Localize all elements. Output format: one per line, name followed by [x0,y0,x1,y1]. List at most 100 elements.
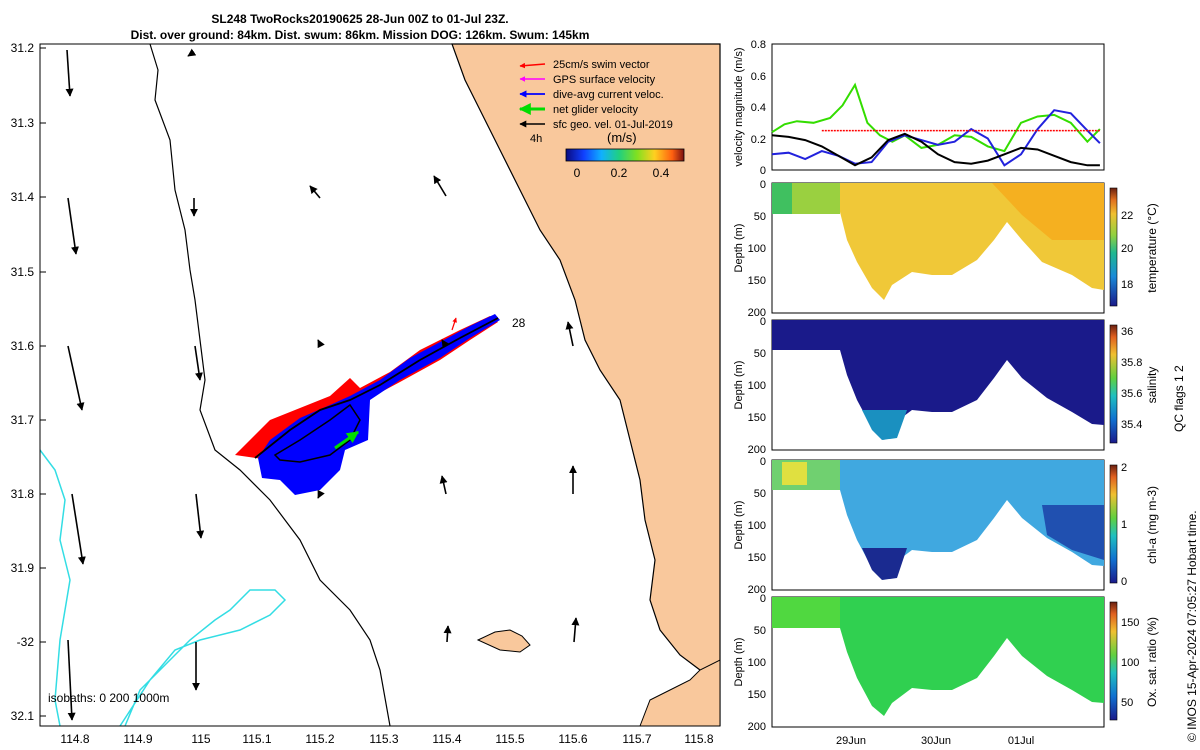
lat-tick: 31.4 [11,190,35,204]
oxygen-label: Ox. sat. ratio (%) [1145,617,1159,707]
depth-tick: 0 [760,593,766,605]
island [476,629,531,653]
chla-panel: Depth (m) 0 50 100 150 200 0 1 2 chl-a (… [733,456,1159,596]
lat-tick: 31.5 [11,265,35,279]
geo-velocity-arrows [65,48,580,721]
depth-tick: 100 [748,380,766,392]
depth-tick: 200 [748,584,766,596]
lat-tick: 31.7 [11,413,35,427]
temp-cbar-tick: 20 [1121,243,1133,255]
temp-cbar-tick: 18 [1121,279,1133,291]
temperature-panel: Depth (m) 0 50 100 150 200 18 20 22 temp… [733,179,1159,319]
glider-track [254,317,499,459]
vel-ytick: 0.2 [751,134,766,146]
oxygen-panel: Depth (m) 0 50 100 150 200 29Jun 30Jun 0… [733,593,1159,747]
sal-cbar-tick: 36 [1121,326,1133,338]
figure-subtitle: Dist. over ground: 84km. Dist. swum: 86k… [130,28,590,42]
depth-tick: 0 [760,179,766,191]
depth-tick: 100 [748,657,766,669]
speed-cbar-tick: 0.4 [653,166,670,180]
depth-tick: 50 [754,211,766,223]
depth-tick: 100 [748,520,766,532]
salinity-label: salinity [1145,367,1159,404]
legend-current: dive-avg current veloc. [553,89,664,101]
vel-series-2 [771,132,1100,167]
time-tick: 30Jun [921,735,951,747]
isobath-label: isobaths: 0 200 1000m [48,691,169,705]
lon-tick: 114.8 [60,732,89,746]
map-legend: 25cm/s swim vector GPS surface velocity … [518,59,673,145]
colorbar-unit: (m/s) [607,130,637,145]
depth-tick: 100 [748,243,766,255]
track-map: 31.2 31.3 31.4 31.5 31.6 31.7 31.8 31.9 … [11,41,721,746]
lon-tick: 115.8 [684,732,713,746]
legend-geo: sfc geo. vel. 01-Jul-2019 [553,119,673,131]
isobath-200 [149,43,391,727]
depth-label: Depth (m) [733,638,745,687]
velocity-panel: 0 0.2 0.4 0.6 0.8 velocity magnitude (m/… [733,39,1105,177]
chla-colorbar [1109,464,1118,584]
time-tick: 01Jul [1008,735,1034,747]
lat-tick: 31.8 [11,487,35,501]
depth-label: Depth (m) [733,361,745,410]
salinity-colorbar [1109,324,1118,444]
depth-label: Depth (m) [733,501,745,550]
depth-tick: 0 [760,456,766,468]
vel-series-1 [771,109,1101,167]
ox-cbar-tick: 50 [1121,697,1133,709]
lat-tick: 31.6 [11,339,35,353]
vel-ytick: 0.4 [751,102,766,114]
vel-ylabel: velocity magnitude (m/s) [733,47,745,166]
isobath-1000 [39,449,71,727]
depth-tick: 200 [748,444,766,456]
depth-tick: 50 [754,348,766,360]
vel-series-0 [771,82,1101,153]
time-series-panels: 0 0.2 0.4 0.6 0.8 velocity magnitude (m/… [733,39,1199,747]
oxygen-colorbar [1109,601,1118,721]
depth-tick: 50 [754,625,766,637]
sal-cbar-tick: 35.8 [1121,357,1142,369]
footer-credit: © IMOS 15-Apr-2024 07:05:27 Hobart time. [1185,510,1199,742]
speed-cbar-tick: 0 [574,166,581,180]
legend-net: net glider velocity [553,104,638,116]
depth-label: Depth (m) [733,224,745,273]
current-swath [258,314,500,495]
chla-cbar-tick: 1 [1121,519,1127,531]
chla-label: chl-a (mg m-3) [1145,486,1159,564]
depth-tick: 50 [754,488,766,500]
lat-tick: 31.9 [11,561,35,575]
legend-gps: GPS surface velocity [553,74,656,86]
chla-field [772,460,1104,580]
depth-tick: 0 [760,316,766,328]
lon-tick: 115.3 [369,732,398,746]
depth-tick: 200 [748,307,766,319]
lon-tick: 115.5 [495,732,524,746]
depth-tick: 200 [748,721,766,733]
oxygen-field [772,597,1104,716]
time-tick: 29Jun [836,735,866,747]
day-label: 28 [512,316,526,330]
lon-tick: 115.1 [242,732,271,746]
lat-tick: 31.2 [11,41,35,55]
salinity-field [772,320,1104,440]
ox-cbar-tick: 150 [1121,617,1139,629]
vel-ytick: 0.8 [751,39,766,51]
chla-cbar-tick: 2 [1121,462,1127,474]
time-label: 4h [530,133,542,145]
vel-ytick: 0.6 [751,71,766,83]
vel-ytick: 0 [760,165,766,177]
lon-tick: 115 [191,732,210,746]
temperature-colorbar [1109,187,1118,307]
sal-cbar-tick: 35.4 [1121,419,1142,431]
ox-cbar-tick: 100 [1121,657,1139,669]
temperature-label: temperature (°C) [1145,203,1159,293]
figure-title: SL248 TwoRocks20190625 28-Jun 00Z to 01-… [211,12,509,26]
legend-swim: 25cm/s swim vector [553,59,650,71]
lat-tick: -32 [17,635,35,649]
lon-tick: 115.6 [558,732,587,746]
lon-tick: 115.4 [432,732,461,746]
speed-cbar-tick: 0.2 [611,166,628,180]
depth-tick: 150 [748,552,766,564]
speed-colorbar [565,148,685,162]
lon-tick: 114.9 [123,732,152,746]
